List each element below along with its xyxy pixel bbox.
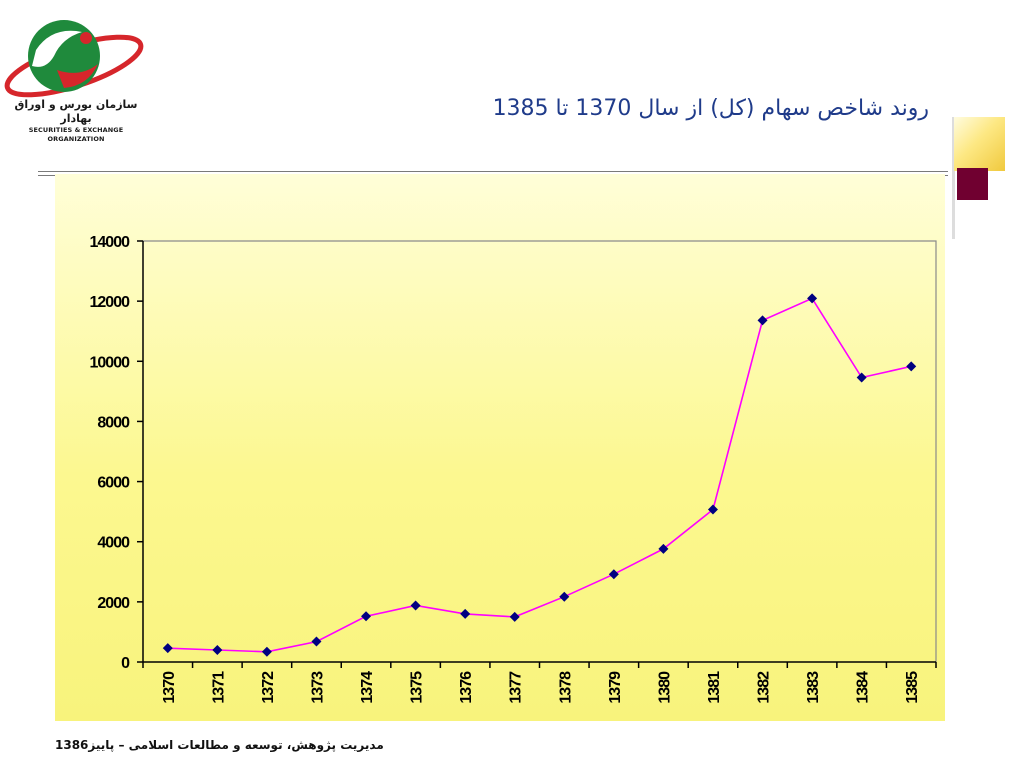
y-tick-label: 8000: [97, 414, 130, 431]
x-tick-label: 1380: [656, 671, 673, 704]
series-line: [167, 297, 912, 653]
x-tick-label: 1385: [904, 671, 921, 704]
x-tick-label: 1382: [756, 671, 773, 704]
logo-name-fa: سازمان بورس و اوراق بهادار: [14, 98, 138, 125]
data-point: [608, 569, 619, 580]
plot-frame: [143, 240, 937, 662]
data-point: [707, 504, 718, 515]
data-point: [807, 293, 818, 304]
x-tick-label: 1377: [508, 671, 525, 704]
x-tick-label: 1383: [805, 671, 822, 704]
data-point: [757, 315, 768, 326]
x-tick-label: 1379: [607, 671, 624, 704]
y-tick-label: 12000: [90, 294, 131, 311]
header-divider-top: [38, 171, 948, 172]
x-tick-label: 1373: [309, 671, 326, 704]
x-tick-label: 1381: [706, 671, 723, 704]
logo-name-en: SECURITIES & EXCHANGE ORGANIZATION: [28, 126, 124, 143]
x-tick-label: 1378: [557, 671, 574, 704]
x-tick-label: 1375: [409, 671, 426, 704]
logo-emblem: [4, 20, 144, 98]
data-point: [658, 543, 669, 554]
data-point: [162, 643, 173, 654]
y-tick-label: 14000: [90, 234, 131, 251]
logo-text: سازمان بورس و اوراق بهادار SECURITIES & …: [0, 98, 152, 144]
data-point: [311, 636, 322, 647]
data-point: [906, 361, 917, 372]
data-point: [856, 372, 867, 383]
data-point: [261, 646, 272, 657]
x-tick-label: 1370: [161, 671, 178, 704]
data-point: [509, 611, 520, 622]
y-tick-label: 10000: [90, 354, 131, 371]
data-point: [460, 608, 471, 619]
x-tick-label: 1371: [210, 671, 227, 704]
organization-logo: [2, 8, 152, 126]
decorative-maroon-square: [957, 168, 988, 200]
x-tick-label: 1374: [359, 671, 376, 704]
data-point: [212, 644, 223, 655]
line-chart: 0 2000 4000 6000 8000 10000 12000 14000 1370 1371…: [90, 234, 937, 704]
y-tick-label: 6000: [97, 475, 130, 492]
data-point: [410, 600, 421, 611]
decorative-vertical-line: [952, 117, 955, 239]
data-point: [559, 591, 570, 602]
x-tick-label: 1376: [458, 671, 475, 704]
chart-area: [55, 174, 945, 721]
slide-title: روند شاخص سهام (کل) از سال 1370 تا 1385: [492, 96, 929, 121]
x-tick-label: 1372: [260, 671, 277, 704]
y-tick-label: 4000: [97, 535, 130, 552]
y-tick-label: 0: [121, 655, 130, 672]
slide-footer: مدیریت پژوهش، توسعه و مطالعات اسلامی – پ…: [55, 738, 384, 752]
x-tick-label: 1384: [855, 671, 872, 704]
decorative-gold-square: [954, 117, 1005, 171]
data-point: [361, 611, 372, 622]
y-tick-label: 2000: [97, 595, 130, 612]
